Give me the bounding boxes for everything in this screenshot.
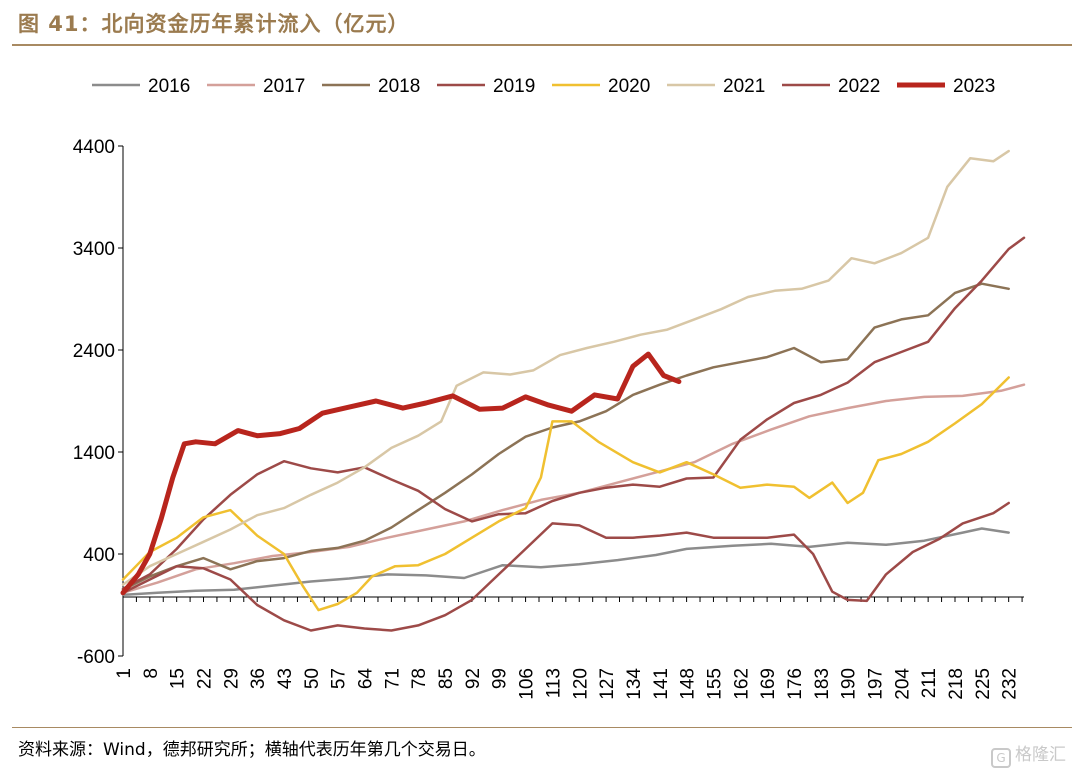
legend-label-2020: 2020 [608, 76, 650, 97]
x-tick-label: 162 [731, 668, 752, 700]
x-tick-label: 8 [141, 668, 162, 679]
legend-label-2019: 2019 [493, 76, 535, 97]
x-tick-label: 183 [812, 668, 833, 700]
x-tick-label: 92 [463, 668, 484, 689]
x-tick-label: 15 [168, 668, 189, 689]
watermark: G 格隆汇 [991, 740, 1066, 768]
chart-legend: 2016 2017 2018 2019 2020 2021 2022 2023 [92, 76, 995, 97]
series-line-2016 [121, 527, 1010, 597]
x-tick-label: 225 [973, 668, 994, 700]
series-line-2019 [121, 236, 1026, 590]
x-tick-label: 113 [543, 668, 564, 698]
x-tick-label: 85 [436, 668, 457, 689]
legend-label-2018: 2018 [378, 76, 420, 97]
series-line-2022 [121, 501, 1010, 632]
watermark-text: 格隆汇 [1015, 745, 1066, 765]
x-tick-label: 64 [356, 668, 377, 690]
x-tick-label: 141 [651, 668, 672, 700]
title-divider [12, 44, 1072, 46]
x-tick-label: 106 [517, 668, 538, 700]
source-note: 资料来源：Wind，德邦研究所；横轴代表历年第几个交易日。 [18, 740, 486, 760]
x-tick-label: 218 [946, 668, 967, 700]
x-tick-label: 148 [678, 668, 699, 700]
x-tick-label: 22 [195, 668, 216, 689]
x-tick-label: 176 [785, 668, 806, 700]
x-tick-label: 134 [624, 668, 645, 700]
series-line-2021 [121, 149, 1010, 586]
x-tick-label: 197 [865, 668, 886, 700]
x-tick-label: 120 [570, 668, 591, 700]
chart-series [120, 149, 1026, 632]
x-tick-label: 43 [275, 668, 296, 689]
x-tick-label: 29 [221, 668, 242, 689]
x-tick-label: 190 [839, 668, 860, 700]
x-tick-label: 204 [892, 668, 913, 700]
x-tick-label: 78 [409, 668, 430, 689]
legend-label-2017: 2017 [263, 76, 305, 97]
x-tick-label: 232 [1000, 668, 1021, 700]
x-tick-label: 36 [248, 668, 269, 689]
x-tick-label: 57 [329, 668, 350, 689]
legend-label-2021: 2021 [723, 76, 765, 97]
legend-label-2023: 2023 [953, 76, 995, 97]
line-chart: 2016 2017 2018 2019 2020 2021 2022 2023 4400 340… [73, 76, 1026, 700]
series-line-2023 [120, 351, 682, 596]
legend-label-2016: 2016 [148, 76, 190, 97]
y-tick-label: 3400 [73, 239, 115, 260]
x-tick-label: 50 [302, 668, 323, 689]
y-tick-label: 1400 [73, 443, 115, 464]
y-tick-label: -600 [77, 647, 115, 668]
series-line-2020 [121, 376, 1010, 612]
source-divider [12, 727, 1072, 728]
x-tick-label: 211 [919, 668, 940, 698]
x-tick-label: 127 [597, 668, 618, 700]
x-tick-label: 155 [704, 668, 725, 700]
y-tick-label: 400 [83, 545, 115, 566]
y-tick-label: 2400 [73, 341, 115, 362]
x-tick-label: 99 [490, 668, 511, 689]
series-line-2018 [121, 282, 1010, 591]
x-tick-label: 169 [758, 668, 779, 700]
x-tick-label: 71 [382, 668, 403, 689]
y-tick-label: 4400 [73, 137, 115, 158]
x-tick-label: 1 [114, 668, 135, 679]
figure-title: 图 41：北向资金历年累计流入（亿元） [18, 12, 410, 36]
watermark-logo-icon: G [991, 748, 1011, 768]
legend-label-2022: 2022 [838, 76, 880, 97]
